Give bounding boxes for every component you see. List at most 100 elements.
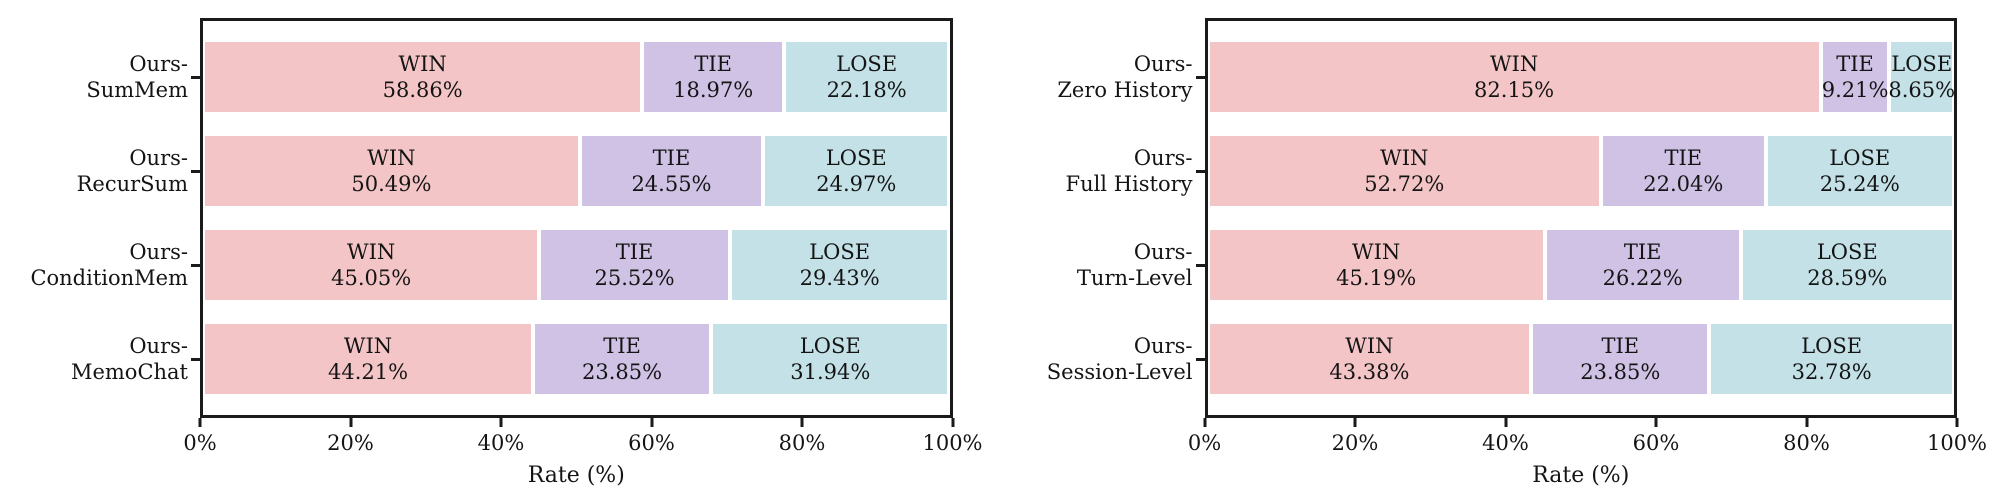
x-tick-mark bbox=[1504, 418, 1507, 427]
bar-segment-win: WIN 44.21% bbox=[203, 322, 534, 396]
bar-segment-win: WIN 50.49% bbox=[203, 134, 580, 208]
bar-segment-lose: LOSE 29.43% bbox=[729, 228, 950, 302]
bar-row: WIN 50.49% TIE 24.55% LOSE 24.97% bbox=[203, 124, 950, 218]
segment-value: 23.85% bbox=[1580, 360, 1661, 384]
segment-label: LOSE bbox=[1829, 145, 1891, 170]
category-label-line: Ours- bbox=[129, 145, 188, 170]
category-label-cell: Ours- ConditionMem bbox=[10, 218, 200, 312]
bar-segment-lose: LOSE 25.24% bbox=[1765, 134, 1954, 208]
chart-left: Ours- SumMem Ours- RecurSum Ours- ConditionMe… bbox=[10, 18, 983, 497]
x-tick-mark bbox=[800, 418, 804, 427]
segment-value: 43.38% bbox=[1329, 360, 1410, 384]
segment-value: 22.04% bbox=[1643, 172, 1724, 196]
category-label: Ours- SumMem bbox=[86, 51, 188, 104]
category-label-cell: Ours- Session-Level bbox=[1015, 312, 1205, 406]
segment-label: TIE bbox=[615, 239, 654, 264]
segment-value: 45.19% bbox=[1336, 266, 1417, 290]
stacked-bar: WIN 43.38% TIE 23.85% LOSE 32.78% bbox=[1207, 322, 1955, 396]
x-tick-label: 100% bbox=[922, 431, 983, 455]
stacked-bar: WIN 45.05% TIE 25.52% LOSE 29.43% bbox=[203, 228, 950, 302]
segment-label: WIN bbox=[1345, 333, 1394, 358]
x-tick-label: 80% bbox=[778, 431, 826, 455]
bar-row: WIN 43.38% TIE 23.85% LOSE 32.78% bbox=[1207, 312, 1955, 406]
segment-label: LOSE bbox=[1891, 51, 1953, 76]
segment-label: WIN bbox=[1489, 51, 1539, 76]
x-tick-label: 20% bbox=[327, 431, 374, 455]
category-label: Ours- Full History bbox=[1066, 145, 1193, 198]
category-label-line: Ours- bbox=[129, 333, 188, 358]
chart-body: Ours- SumMem Ours- RecurSum Ours- ConditionMe… bbox=[10, 18, 953, 418]
category-label: Ours- Zero History bbox=[1057, 51, 1192, 104]
bar-segment-lose: LOSE 24.97% bbox=[763, 134, 950, 208]
bar-segment-win: WIN 43.38% bbox=[1207, 322, 1532, 396]
segment-value: 18.97% bbox=[673, 78, 754, 102]
bar-segment-lose: LOSE 28.59% bbox=[1740, 228, 1954, 302]
x-axis-label: Rate (%) bbox=[1532, 463, 1630, 488]
bar-segment-win: WIN 52.72% bbox=[1207, 134, 1602, 208]
y-tick-mark bbox=[1195, 357, 1205, 361]
category-label-line: SumMem bbox=[86, 78, 188, 102]
x-tick-mark bbox=[1353, 418, 1357, 427]
category-label-line: ConditionMem bbox=[30, 266, 188, 290]
x-tick-mark bbox=[1805, 418, 1808, 427]
x-tick-mark bbox=[951, 418, 954, 427]
x-axis-row: Rate (%) 0% 20% 40% 60% 80% 100% bbox=[1015, 418, 1987, 497]
segment-label: WIN bbox=[1352, 239, 1401, 264]
category-label-line: Turn-Level bbox=[1076, 266, 1193, 290]
y-tick-mark bbox=[191, 169, 200, 173]
category-label: Ours- RecurSum bbox=[77, 145, 188, 198]
x-tick-label: 60% bbox=[1632, 431, 1680, 455]
segment-label: TIE bbox=[1601, 333, 1640, 358]
category-label-cell: Ours- MemoChat bbox=[10, 312, 200, 406]
bar-row: WIN 44.21% TIE 23.85% LOSE 31.94% bbox=[203, 312, 950, 406]
segment-value: 22.18% bbox=[826, 78, 907, 102]
stacked-bar: WIN 50.49% TIE 24.55% LOSE 24.97% bbox=[203, 134, 950, 208]
segment-label: TIE bbox=[1836, 51, 1874, 76]
x-tick-mark bbox=[349, 418, 352, 427]
category-label-line: Ours- bbox=[1133, 145, 1193, 170]
x-tick-label: 60% bbox=[628, 431, 675, 455]
segment-label: LOSE bbox=[799, 333, 861, 358]
category-label: Ours- Session-Level bbox=[1047, 333, 1193, 386]
category-label-line: RecurSum bbox=[76, 172, 188, 196]
x-tick-label: 0% bbox=[183, 431, 217, 455]
segment-value: 29.43% bbox=[799, 266, 880, 290]
y-tick-mark bbox=[191, 263, 200, 267]
segment-label: TIE bbox=[694, 51, 732, 76]
segment-label: TIE bbox=[1664, 145, 1703, 170]
segment-value: 28.59% bbox=[1807, 266, 1888, 290]
bar-row: WIN 52.72% TIE 22.04% LOSE 25.24% bbox=[1207, 124, 1955, 218]
stacked-bar: WIN 44.21% TIE 23.85% LOSE 31.94% bbox=[203, 322, 950, 396]
category-label-cell: Ours- Zero History bbox=[1015, 30, 1205, 124]
segment-value: 52.72% bbox=[1364, 172, 1445, 196]
bar-segment-tie: TIE 18.97% bbox=[642, 40, 784, 114]
x-axis-label: Rate (%) bbox=[527, 463, 625, 488]
segment-label: WIN bbox=[347, 239, 396, 264]
stacked-bar: WIN 52.72% TIE 22.04% LOSE 25.24% bbox=[1207, 134, 1955, 208]
x-tick-mark bbox=[198, 418, 202, 427]
bar-segment-win: WIN 45.19% bbox=[1207, 228, 1545, 302]
bar-segment-tie: TIE 25.52% bbox=[539, 228, 730, 302]
segment-value: 24.97% bbox=[816, 172, 897, 196]
y-axis-labels: Ours- SumMem Ours- RecurSum Ours- ConditionMe… bbox=[10, 18, 200, 418]
bar-segment-lose: LOSE 8.65% bbox=[1888, 40, 1955, 114]
segment-value: 32.78% bbox=[1791, 360, 1872, 384]
segment-value: 24.55% bbox=[631, 172, 712, 196]
plot-area: WIN 82.15% TIE 9.21% LOSE 8.65% WIN 52.72% TIE 22… bbox=[1204, 18, 1957, 418]
bar-row: WIN 58.86% TIE 18.97% LOSE 22.18% bbox=[203, 30, 950, 124]
segment-value: 58.86% bbox=[382, 78, 463, 102]
segment-label: LOSE bbox=[1801, 333, 1863, 358]
segment-label: LOSE bbox=[825, 145, 887, 170]
segment-label: LOSE bbox=[809, 239, 871, 264]
x-tick-mark bbox=[1955, 418, 1959, 427]
stacked-bar: WIN 45.19% TIE 26.22% LOSE 28.59% bbox=[1207, 228, 1955, 302]
segment-label: LOSE bbox=[1816, 239, 1878, 264]
category-label-line: Session-Level bbox=[1046, 360, 1193, 384]
category-label-cell: Ours- Turn-Level bbox=[1015, 218, 1205, 312]
x-tick-label: 0% bbox=[1187, 431, 1222, 455]
segment-value: 44.21% bbox=[327, 360, 409, 384]
bar-segment-tie: TIE 23.85% bbox=[533, 322, 712, 396]
category-label-line: Zero History bbox=[1057, 78, 1193, 102]
category-label-line: Ours- bbox=[1133, 333, 1193, 358]
